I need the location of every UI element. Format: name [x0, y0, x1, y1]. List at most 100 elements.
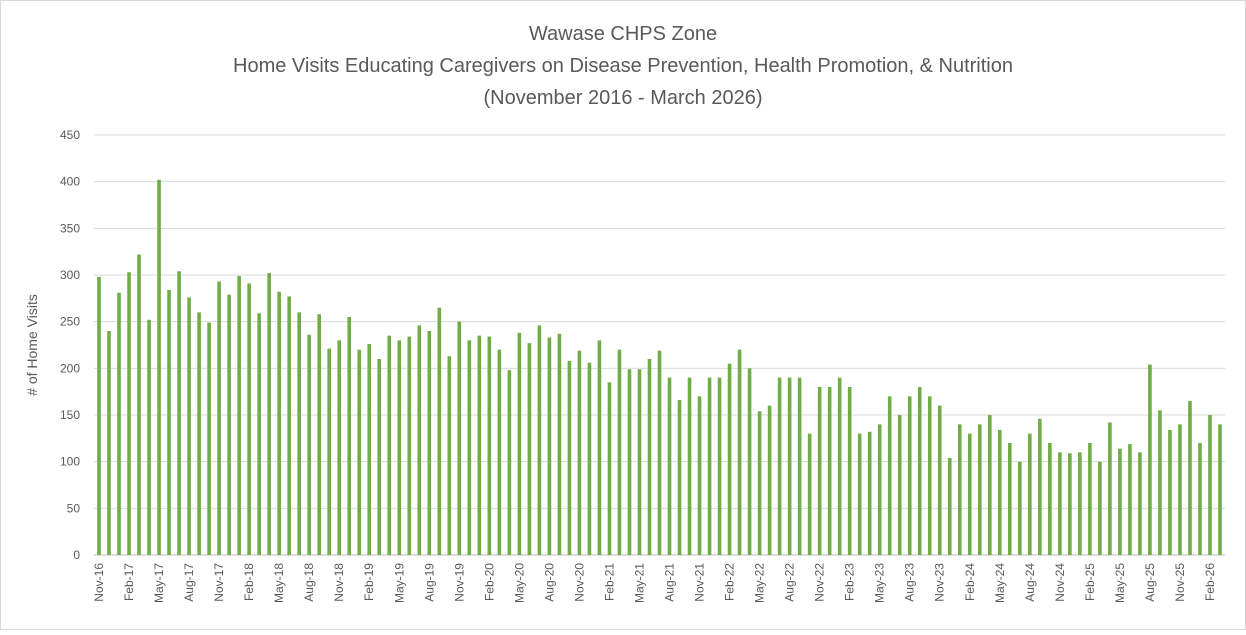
- chart-title: (November 2016 - March 2026): [483, 87, 762, 109]
- x-tick-label: May-17: [152, 563, 166, 603]
- bar: [1128, 443, 1132, 555]
- bar: [987, 415, 992, 555]
- bar: [137, 254, 141, 555]
- bar: [117, 292, 121, 555]
- bar: [207, 322, 211, 555]
- bar: [797, 377, 802, 555]
- bar: [1068, 453, 1072, 555]
- bar: [807, 433, 812, 555]
- bar: [667, 377, 672, 555]
- bar: [777, 377, 782, 555]
- x-tick-label: May-22: [753, 563, 767, 603]
- y-tick-label: 400: [60, 175, 80, 189]
- bar: [437, 307, 442, 555]
- bar: [297, 312, 301, 555]
- x-tick-label: Feb-25: [1083, 563, 1097, 601]
- bar: [217, 281, 221, 555]
- bar: [197, 312, 201, 555]
- bar: [417, 325, 422, 555]
- bar: [927, 396, 932, 555]
- chart-title: Home Visits Educating Caregivers on Dise…: [233, 55, 1013, 77]
- x-tick-label: Feb-19: [362, 563, 376, 601]
- x-tick-label: May-20: [512, 563, 526, 603]
- x-tick-label: Feb-26: [1203, 563, 1217, 601]
- x-tick-label: Nov-19: [452, 563, 466, 602]
- y-axis-label: # of Home Visits: [24, 294, 40, 396]
- bar: [107, 331, 111, 555]
- bar: [727, 363, 732, 555]
- bar: [1038, 418, 1042, 555]
- x-tick-label: Nov-17: [212, 563, 226, 602]
- x-tick-label: Aug-18: [302, 563, 316, 602]
- bar: [917, 387, 922, 555]
- bar: [947, 457, 952, 555]
- bar: [427, 331, 432, 555]
- bar: [827, 387, 832, 555]
- bar: [237, 275, 241, 555]
- bar: [467, 340, 472, 555]
- bar: [837, 377, 842, 555]
- x-tick-label: Nov-16: [92, 563, 106, 602]
- bar: [477, 335, 482, 555]
- bar: [897, 415, 902, 555]
- bar: [747, 368, 752, 555]
- bar: [757, 411, 762, 555]
- bar: [497, 349, 502, 555]
- x-tick-label: Nov-25: [1173, 563, 1187, 602]
- bar: [97, 276, 101, 555]
- bar: [307, 334, 311, 555]
- bar: [998, 429, 1002, 555]
- bar: [687, 377, 692, 555]
- x-tick-label: May-21: [632, 563, 646, 603]
- bar: [877, 424, 882, 555]
- bar: [387, 335, 392, 555]
- bar: [867, 431, 872, 555]
- bar: [977, 424, 982, 555]
- bar: [317, 314, 321, 555]
- bar: [1138, 452, 1142, 555]
- bar: [697, 396, 702, 555]
- bar: [607, 382, 612, 555]
- y-tick-label: 350: [60, 221, 80, 235]
- x-tick-label: Aug-17: [182, 563, 196, 602]
- x-tick-label: Nov-20: [572, 563, 586, 602]
- bar: [577, 350, 582, 555]
- bar: [457, 321, 462, 555]
- bar: [597, 340, 602, 555]
- bar: [1098, 461, 1102, 555]
- bar: [557, 333, 562, 555]
- chart-title: Wawase CHPS Zone: [529, 23, 717, 45]
- x-tick-label: Feb-23: [843, 563, 857, 601]
- bar: [1178, 424, 1182, 555]
- bar: [187, 297, 191, 555]
- bar: [287, 296, 291, 555]
- bar: [1108, 422, 1112, 555]
- bar: [527, 343, 532, 555]
- bar: [887, 396, 892, 555]
- y-tick-label: 200: [60, 361, 80, 375]
- x-tick-label: Nov-21: [693, 563, 707, 602]
- bar: [1208, 415, 1212, 555]
- bar: [177, 271, 181, 555]
- bar: [517, 332, 522, 555]
- bar: [257, 313, 261, 555]
- bar: [737, 349, 742, 555]
- bar: [567, 360, 572, 555]
- x-tick-label: May-24: [993, 563, 1007, 603]
- x-tick-label: Feb-22: [723, 563, 737, 601]
- bar: [817, 387, 822, 555]
- x-tick-label: Feb-24: [963, 563, 977, 601]
- x-tick-label: May-25: [1113, 563, 1127, 603]
- x-tick-label: May-18: [272, 563, 286, 603]
- y-tick-label: 300: [60, 268, 80, 282]
- bar: [127, 272, 131, 555]
- y-tick-label: 50: [67, 501, 81, 515]
- bar: [907, 396, 912, 555]
- bar: [247, 283, 251, 555]
- y-tick-label: 150: [60, 408, 80, 422]
- bar: [1018, 461, 1022, 555]
- bar: [1048, 443, 1052, 555]
- bar: [767, 405, 772, 555]
- bar: [347, 317, 352, 555]
